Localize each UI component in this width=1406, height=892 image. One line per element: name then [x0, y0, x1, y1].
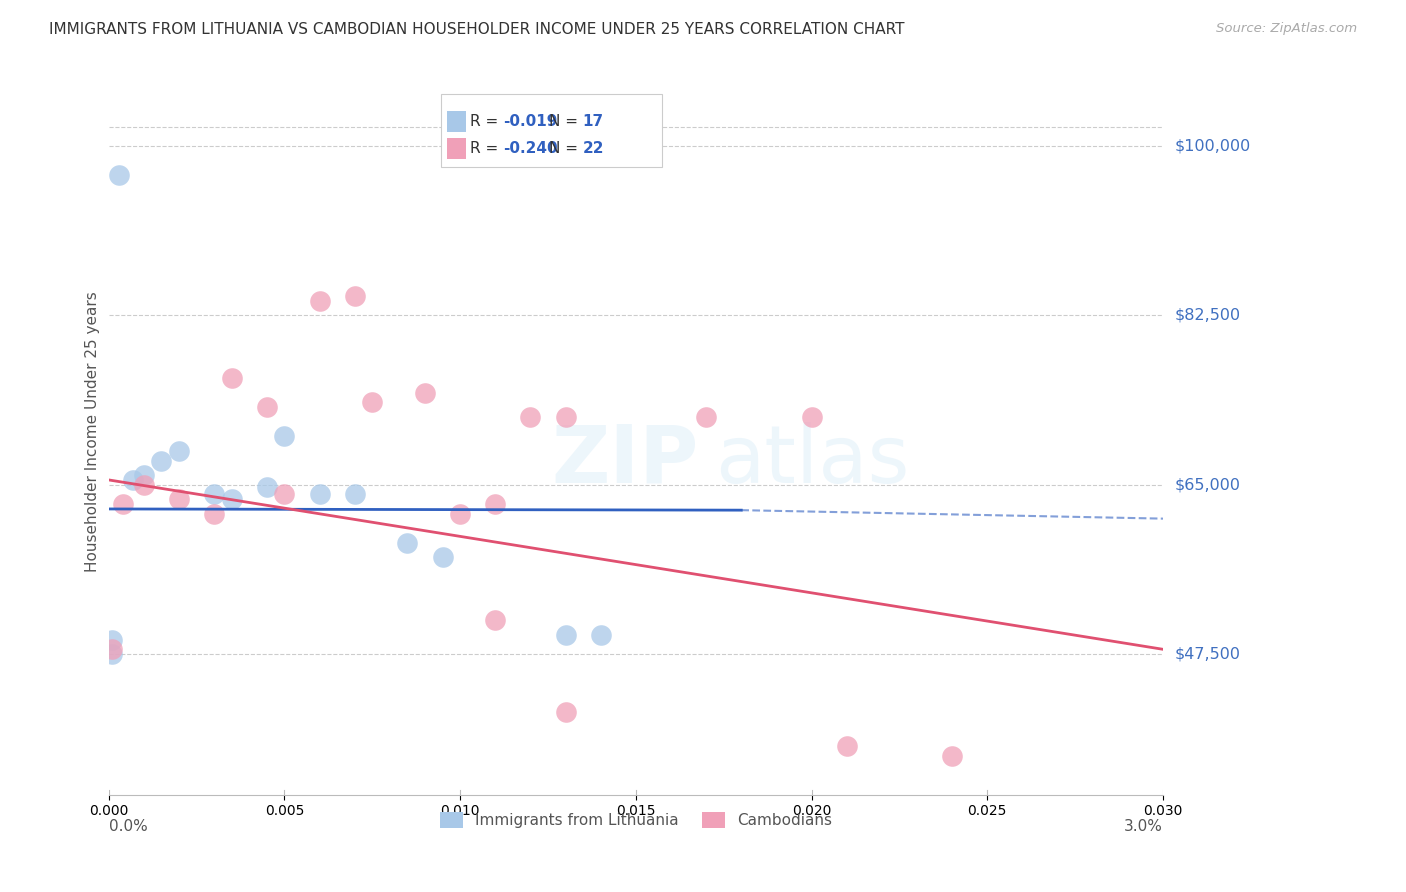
Point: [122, 473, 145, 487]
Text: N =: N =: [548, 114, 582, 129]
Text: IMMIGRANTS FROM LITHUANIA VS CAMBODIAN HOUSEHOLDER INCOME UNDER 25 YEARS CORRELA: IMMIGRANTS FROM LITHUANIA VS CAMBODIAN H…: [49, 22, 904, 37]
Bar: [440, 94, 662, 167]
Point: [413, 385, 436, 400]
Point: [695, 409, 717, 424]
Text: ZIP: ZIP: [551, 422, 699, 500]
Point: [396, 536, 419, 550]
Text: 0.0%: 0.0%: [108, 819, 148, 834]
Point: [167, 492, 190, 507]
Point: [308, 293, 330, 308]
Point: [343, 289, 366, 303]
Point: [273, 429, 295, 443]
Point: [132, 468, 155, 483]
Point: [256, 480, 278, 494]
Point: [167, 443, 190, 458]
Point: [101, 642, 124, 657]
Point: [554, 705, 576, 719]
Text: $82,500: $82,500: [1174, 308, 1240, 323]
Text: 22: 22: [582, 141, 605, 156]
Legend: Immigrants from Lithuania, Cambodians: Immigrants from Lithuania, Cambodians: [434, 806, 838, 834]
Text: N =: N =: [548, 141, 582, 156]
Bar: [447, 111, 467, 132]
Point: [101, 632, 124, 647]
Point: [308, 487, 330, 501]
Bar: [447, 137, 467, 159]
Text: $65,000: $65,000: [1174, 477, 1240, 492]
Point: [221, 492, 243, 507]
Text: -0.019: -0.019: [503, 114, 558, 129]
Point: [343, 487, 366, 501]
Point: [221, 371, 243, 385]
Point: [108, 168, 131, 182]
Point: [800, 409, 823, 424]
Point: [484, 613, 506, 627]
Point: [941, 748, 963, 763]
Point: [361, 395, 384, 409]
Text: $100,000: $100,000: [1174, 138, 1250, 153]
Point: [432, 550, 454, 565]
Point: [202, 507, 225, 521]
Text: R =: R =: [470, 141, 503, 156]
Point: [150, 453, 173, 467]
Text: 17: 17: [582, 114, 603, 129]
Point: [449, 507, 471, 521]
Text: R =: R =: [470, 114, 503, 129]
Point: [132, 477, 155, 491]
Text: 3.0%: 3.0%: [1125, 819, 1163, 834]
Point: [111, 497, 134, 511]
Point: [554, 628, 576, 642]
Text: $47,500: $47,500: [1174, 647, 1240, 662]
Point: [101, 647, 124, 661]
Point: [835, 739, 858, 753]
Point: [554, 409, 576, 424]
Text: atlas: atlas: [714, 422, 910, 500]
Point: [273, 487, 295, 501]
Text: -0.240: -0.240: [503, 141, 558, 156]
Point: [202, 487, 225, 501]
Point: [484, 497, 506, 511]
Point: [256, 401, 278, 415]
Y-axis label: Householder Income Under 25 years: Householder Income Under 25 years: [86, 291, 100, 572]
Text: Source: ZipAtlas.com: Source: ZipAtlas.com: [1216, 22, 1357, 36]
Point: [519, 409, 541, 424]
Point: [589, 628, 612, 642]
